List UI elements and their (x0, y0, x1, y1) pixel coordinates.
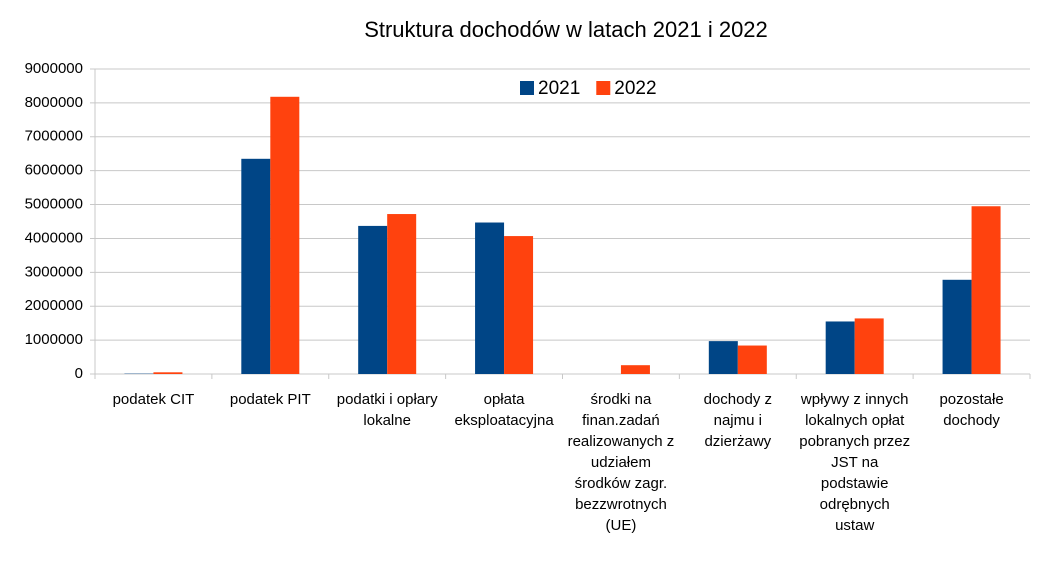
y-tick-label: 4000000 (25, 229, 83, 246)
x-tick-label: podatek PIT (229, 391, 311, 408)
y-tick-label: 1000000 (25, 331, 83, 348)
y-tick-label: 9000000 (25, 60, 83, 77)
bar (387, 214, 417, 374)
legend-label: 2022 (614, 78, 656, 99)
bar (825, 321, 855, 374)
bar (358, 225, 388, 374)
bar (153, 372, 183, 374)
legend-label: 2021 (538, 78, 580, 99)
x-tick-label: pozostałe dochody (939, 391, 1004, 429)
bar (504, 236, 534, 374)
y-tick-label: 6000000 (25, 162, 83, 179)
bar (475, 222, 505, 374)
bar (971, 206, 1001, 374)
x-tick-label: środki na finan.zadań realizowanych z ud… (567, 391, 675, 534)
bar (942, 279, 972, 374)
bar (854, 318, 884, 374)
x-tick-label: wpływy z innych lokalnych opłat pobranyc… (799, 391, 911, 534)
bar (708, 341, 738, 374)
y-tick-label: 2000000 (25, 297, 83, 314)
x-tick-label: podatki i opłary lokalne (336, 391, 438, 429)
legend-swatch (520, 81, 534, 95)
y-tick-label: 0 (75, 365, 83, 382)
bar (620, 365, 650, 374)
legend-swatch (596, 81, 611, 95)
y-tick-label: 3000000 (25, 263, 83, 280)
y-tick-label: 8000000 (25, 94, 83, 111)
bar (241, 158, 271, 374)
chart-title: Struktura dochodów w latach 2021 i 2022 (364, 17, 768, 42)
x-tick-label: dochody z najmu i dzierżawy (703, 391, 772, 450)
y-tick-label: 5000000 (25, 196, 83, 213)
y-tick-label: 7000000 (25, 128, 83, 145)
x-tick-label: opłata eksploatacyjna (454, 391, 554, 429)
x-tick-label: podatek CIT (112, 391, 195, 408)
bar (270, 96, 300, 375)
bar (737, 345, 767, 374)
